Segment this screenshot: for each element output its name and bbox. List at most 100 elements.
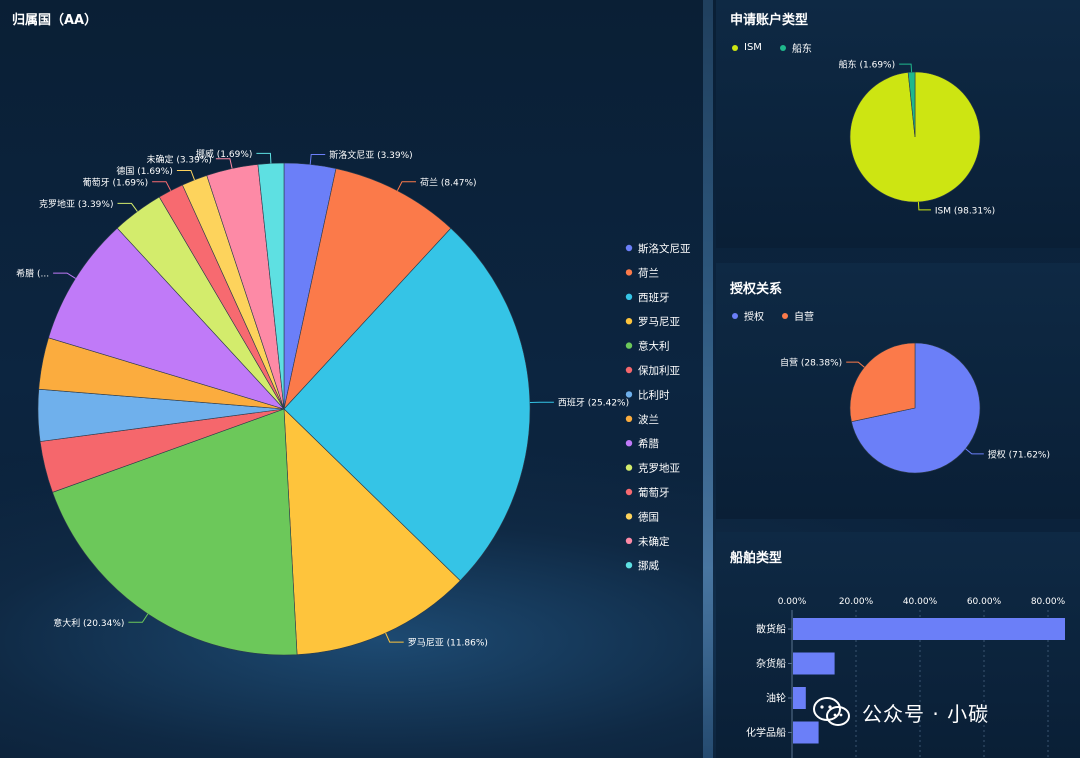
pie-slice[interactable]	[48, 227, 285, 410]
legend-dot	[625, 391, 633, 398]
y-category-label: 杂货船	[756, 657, 786, 670]
legend-item[interactable]: 罗马尼亚	[625, 316, 681, 328]
y-category-label: 化学品船	[746, 726, 786, 739]
nationality-pie-chart: 斯洛文尼亚 (3.39%) 荷兰 (8.47%) 西班牙 (25.42%) 罗马尼亚 …	[16, 149, 691, 656]
legend-dot	[625, 440, 633, 447]
legend-item[interactable]: 葡萄牙	[625, 486, 670, 499]
y-category-label: 油轮	[766, 692, 786, 705]
label-leader-line	[128, 613, 149, 623]
bar[interactable]	[793, 618, 1065, 640]
legend-item[interactable]: 斯洛文尼亚	[625, 242, 691, 255]
label-leader-line	[256, 152, 272, 164]
legend-dot	[732, 44, 738, 51]
pie-slice[interactable]	[257, 162, 285, 410]
pie-data-label: 西班牙 (25.42%)	[558, 397, 629, 409]
legend-dot	[625, 464, 633, 471]
label-leader-line	[215, 158, 233, 169]
watermark: 公众号 · 小碳	[812, 696, 989, 728]
legend-label: ISM	[744, 42, 762, 53]
pie-slice[interactable]	[849, 342, 916, 423]
legend-dot	[625, 513, 633, 520]
y-category-label: 散货船	[756, 623, 786, 636]
ship-chart-title: 船舶类型	[730, 551, 783, 566]
legend-item-authorized[interactable]: 授权	[732, 308, 764, 323]
pie-slice[interactable]	[283, 408, 461, 655]
bar[interactable]	[793, 652, 835, 675]
bar[interactable]	[793, 687, 806, 709]
legend-label: 德国	[638, 510, 659, 523]
pie-data-label: 希腊 (...	[16, 268, 49, 280]
legend-dot	[625, 342, 633, 349]
legend-label: 波兰	[638, 413, 659, 426]
pie-data-label: 罗马尼亚 (11.86%)	[408, 638, 488, 649]
pie-data-label: 船东 (1.69%)	[839, 59, 895, 71]
legend-item[interactable]: 保加利亚	[625, 364, 681, 377]
legend-label: 自营	[794, 312, 814, 323]
legend-item[interactable]: 希腊	[625, 437, 660, 450]
legend-item[interactable]: 荷兰	[625, 266, 659, 279]
legend-item-shipowner[interactable]: 船东	[779, 40, 812, 55]
pie-data-label: 自营 (28.38%)	[780, 357, 842, 369]
nationality-panel: 归属国（AA） 斯洛文尼亚 (3.39%) 荷兰 (8.47%) 西班牙 (25.4…	[12, 13, 691, 656]
pie-data-label: 未确定 (3.39%)	[146, 153, 211, 165]
legend-dot	[625, 366, 633, 374]
legend-label: 比利时	[638, 388, 670, 401]
auth-chart-title: 授权关系	[730, 282, 783, 297]
pie-data-label: 意大利 (20.34%)	[53, 617, 124, 629]
legend-item[interactable]: 西班牙	[625, 292, 670, 304]
legend-item[interactable]: 未确定	[625, 535, 670, 548]
nationality-chart-title: 归属国（AA）	[12, 13, 98, 28]
account-legend: ISM 船东	[732, 40, 812, 55]
account-type-panel: 申请账户类型 ISM 船东 ISM (98.31%) 船东 (1.69%)	[716, 0, 1080, 248]
legend-label: 葡萄牙	[638, 486, 670, 499]
legend-item-self-operated[interactable]: 自营	[782, 308, 814, 323]
x-tick-label: 60.00%	[967, 597, 1002, 607]
wechat-icon	[813, 697, 850, 726]
account-chart-title: 申请账户类型	[730, 13, 809, 28]
pie-data-label: 斯洛文尼亚 (3.39%)	[329, 149, 412, 161]
legend-label: 罗马尼亚	[638, 316, 680, 328]
legend-dot	[625, 488, 633, 496]
legend-item-ism[interactable]: ISM	[732, 40, 762, 55]
label-leader-line	[965, 448, 984, 455]
legend-dot	[625, 293, 633, 300]
legend-dot	[625, 269, 633, 276]
legend-label: 保加利亚	[638, 364, 680, 377]
label-leader-line	[53, 272, 76, 279]
auth-pie-chart: 授权 (71.62%) 自营 (28.38%)	[780, 342, 1050, 474]
legend-label: 未确定	[638, 535, 670, 548]
ship-bar-chart: 0.00% 20.00% 40.00% 60.00% 80.00% 散货船杂货船油轮化学品…	[746, 597, 1066, 758]
legend-dot	[782, 312, 788, 319]
pie-data-label: 荷兰 (8.47%)	[420, 176, 476, 188]
legend-dot	[779, 44, 786, 51]
legend-label: 斯洛文尼亚	[638, 242, 691, 255]
x-tick-label: 20.00%	[839, 597, 874, 607]
label-leader-line	[117, 202, 138, 212]
legend-item[interactable]: 比利时	[625, 388, 670, 401]
pie-data-label: ISM (98.31%)	[935, 206, 995, 216]
legend-item[interactable]: 挪威	[625, 559, 660, 572]
legend-item[interactable]: 克罗地亚	[625, 462, 681, 475]
legend-label: 意大利	[638, 340, 670, 353]
bar[interactable]	[793, 721, 819, 744]
auth-legend: 授权 自营	[732, 308, 814, 323]
pie-slice[interactable]	[283, 227, 531, 582]
label-leader-line	[176, 170, 195, 181]
legend-item[interactable]: 波兰	[625, 413, 659, 426]
legend-label: 荷兰	[638, 266, 659, 279]
legend-item[interactable]: 意大利	[625, 340, 670, 353]
legend-dot	[625, 537, 633, 544]
watermark-text: 公众号 · 小碳	[862, 701, 990, 726]
legend-item[interactable]: 德国	[625, 510, 659, 523]
legend-dot	[625, 318, 633, 325]
panel-divider	[703, 0, 713, 758]
x-tick-label: 40.00%	[903, 597, 938, 607]
authorization-panel: 授权关系 授权 自营 授权 (71.62%) 自营 (28.38%)	[716, 263, 1080, 519]
pie-data-label: 德国 (1.69%)	[116, 165, 172, 177]
pie-slice[interactable]	[283, 168, 452, 411]
legend-dot	[625, 244, 633, 252]
legend-dot	[625, 562, 633, 569]
legend-dot	[732, 312, 738, 319]
legend-label: 授权	[744, 312, 764, 323]
x-tick-label: 80.00%	[1031, 597, 1066, 607]
